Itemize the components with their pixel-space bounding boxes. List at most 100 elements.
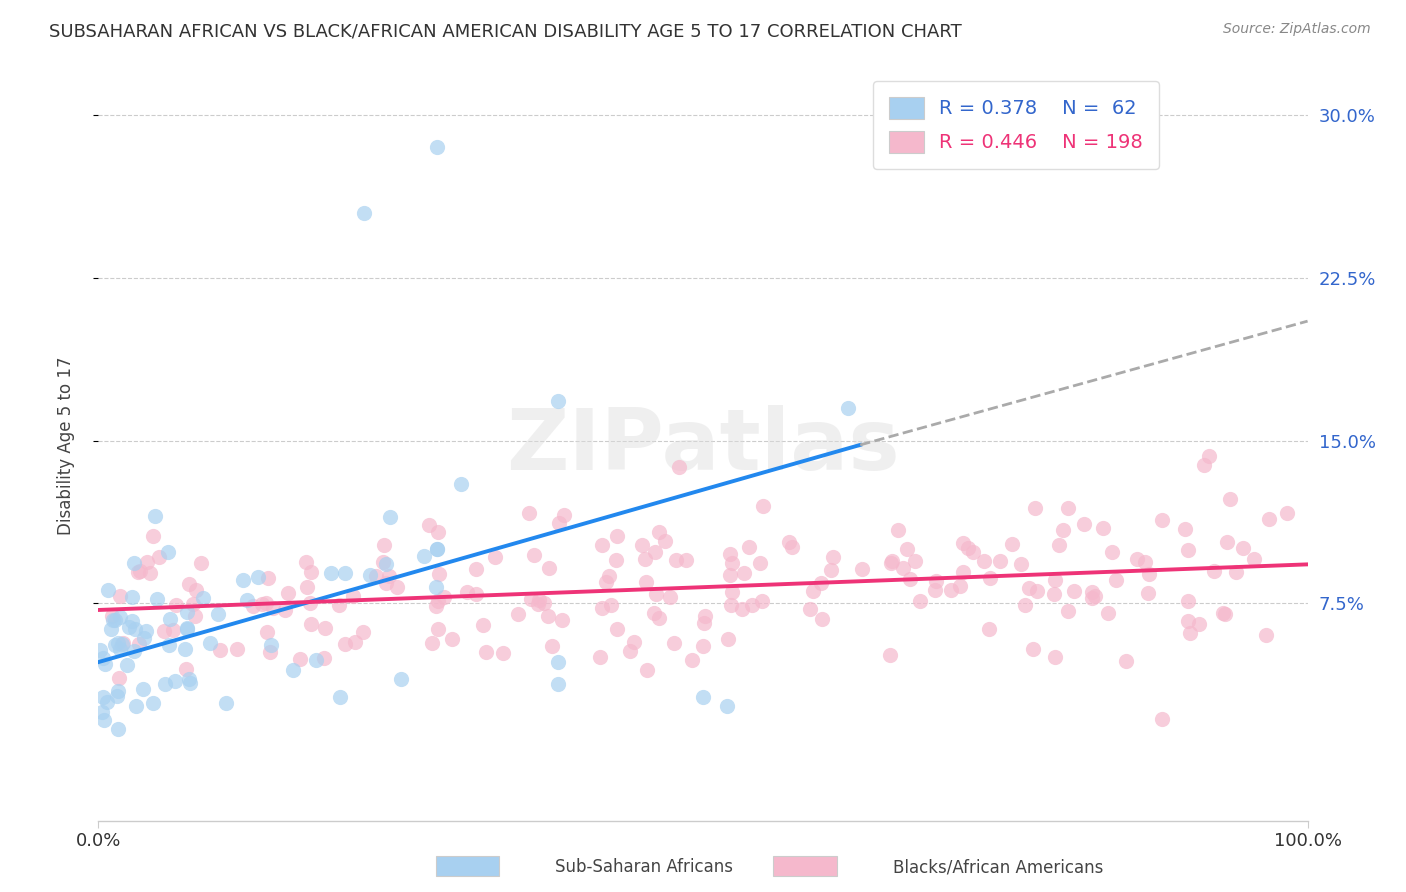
Point (176, 621, 198, 635)
Point (1024, 500, 1046, 515)
Point (177, 576, 200, 591)
Point (1150, 513, 1173, 527)
Point (425, 599, 447, 613)
Point (129, 564, 152, 578)
Point (475, 644, 498, 658)
Point (733, 566, 755, 580)
Point (718, 568, 741, 582)
Point (281, 663, 304, 677)
Point (465, 587, 488, 601)
Point (127, 565, 149, 579)
Point (252, 597, 274, 611)
Point (1081, 591, 1104, 605)
Point (519, 591, 541, 606)
Point (112, 636, 135, 650)
Point (636, 574, 658, 589)
Point (105, 689, 128, 703)
Point (1056, 604, 1078, 618)
Point (675, 552, 697, 566)
Point (373, 538, 395, 552)
Point (208, 643, 231, 657)
Point (329, 690, 352, 704)
Point (1192, 458, 1215, 472)
Point (1232, 541, 1254, 556)
Point (142, 697, 165, 711)
Point (333, 566, 356, 581)
Point (107, 635, 129, 649)
Point (139, 566, 162, 580)
Point (108, 671, 131, 685)
Point (939, 583, 962, 598)
Point (440, 632, 463, 646)
Point (118, 619, 141, 633)
Point (176, 622, 198, 636)
Point (353, 205, 375, 219)
Point (1001, 537, 1024, 551)
Point (645, 587, 668, 601)
Point (1126, 552, 1149, 566)
Point (891, 561, 914, 575)
Point (879, 648, 901, 662)
Point (1174, 522, 1197, 536)
Point (720, 598, 742, 612)
Point (418, 517, 440, 532)
Point (413, 549, 436, 563)
Point (605, 552, 627, 566)
Point (896, 542, 918, 557)
Point (591, 538, 613, 552)
Point (471, 617, 494, 632)
Point (752, 499, 775, 513)
Point (1063, 584, 1085, 599)
Point (619, 644, 641, 658)
Point (659, 591, 682, 605)
Point (90, 706, 112, 720)
Point (110, 637, 132, 651)
Point (142, 529, 165, 543)
Point (100, 622, 122, 636)
Point (450, 477, 472, 491)
Point (254, 596, 277, 610)
Point (1254, 628, 1277, 642)
Text: Sub-Saharan Africans: Sub-Saharan Africans (555, 858, 734, 876)
Point (135, 555, 157, 569)
Point (527, 593, 550, 607)
Point (1056, 500, 1078, 515)
Point (352, 624, 374, 639)
Point (880, 553, 903, 567)
Point (91, 690, 114, 704)
Point (718, 548, 741, 562)
Point (110, 589, 132, 603)
Point (108, 609, 131, 624)
Point (152, 624, 174, 638)
Point (973, 554, 995, 568)
Point (1275, 506, 1298, 520)
Point (427, 566, 450, 581)
Point (606, 623, 628, 637)
Point (176, 605, 198, 619)
Point (527, 597, 550, 611)
Point (949, 579, 972, 593)
Point (643, 606, 665, 620)
Point (165, 598, 187, 612)
Point (1133, 555, 1156, 569)
Point (1213, 607, 1236, 622)
Point (887, 523, 910, 537)
Point (1219, 492, 1241, 507)
Point (259, 645, 281, 659)
Point (600, 598, 623, 612)
Point (232, 573, 254, 587)
Point (654, 533, 676, 548)
Point (97, 582, 120, 597)
Point (492, 646, 515, 660)
Point (425, 580, 447, 594)
Point (378, 569, 401, 583)
Point (648, 524, 671, 539)
Point (721, 585, 744, 599)
Point (1202, 565, 1225, 579)
Point (547, 516, 569, 530)
Point (122, 644, 145, 658)
Point (190, 557, 212, 571)
Point (780, 540, 803, 554)
Point (1047, 538, 1070, 552)
Point (426, 140, 449, 154)
